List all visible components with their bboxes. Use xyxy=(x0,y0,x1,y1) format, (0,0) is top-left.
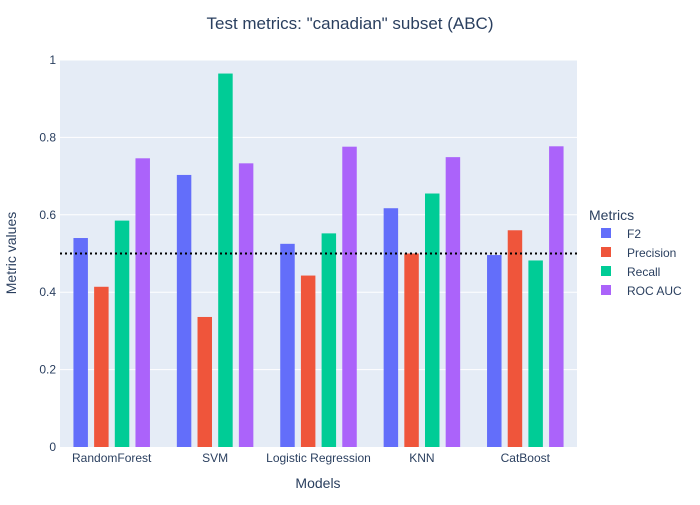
bar-f2 xyxy=(73,238,88,447)
bar-roc-auc xyxy=(342,146,357,448)
bar-precision xyxy=(197,316,212,447)
legend-label: F2 xyxy=(627,227,641,241)
bar-roc-auc xyxy=(445,157,461,447)
bar-precision xyxy=(404,253,419,447)
bar-f2 xyxy=(383,208,399,447)
x-tick-label: SVM xyxy=(202,451,228,465)
x-tick-label: KNN xyxy=(409,451,434,465)
legend-swatch xyxy=(601,228,611,238)
legend-label: ROC AUC xyxy=(627,284,682,298)
y-axis-label: Metric values xyxy=(3,212,19,294)
bar-recall xyxy=(425,193,440,447)
legend-title: Metrics xyxy=(589,207,634,223)
y-axis-ticks: 0 0.2 0.4 0.6 0.8 1 xyxy=(39,53,56,454)
y-tick-label: 1 xyxy=(49,53,56,67)
bar-precision xyxy=(507,230,523,447)
legend-swatch xyxy=(601,266,611,276)
bar-precision xyxy=(94,286,109,447)
bar-f2 xyxy=(487,255,502,447)
bar-f2 xyxy=(280,243,295,447)
legend-label: Precision xyxy=(627,246,676,260)
y-tick-label: 0.4 xyxy=(39,285,56,299)
bars xyxy=(73,73,564,448)
legend-label: Recall xyxy=(627,265,660,279)
legend-swatch xyxy=(601,285,611,295)
x-tick-label: RandomForest xyxy=(72,451,152,465)
x-axis-ticks: RandomForest SVM Logistic Regression KNN Cat… xyxy=(72,451,551,465)
bar-recall xyxy=(114,220,130,447)
bar-recall xyxy=(218,73,233,448)
x-tick-label: CatBoost xyxy=(501,451,551,465)
bar-precision xyxy=(300,275,316,447)
y-tick-label: 0.6 xyxy=(39,208,56,222)
x-axis-label: Models xyxy=(295,475,340,491)
bar-recall xyxy=(528,260,543,447)
bar-roc-auc xyxy=(238,163,254,448)
y-tick-label: 0.2 xyxy=(39,363,56,377)
bar-recall xyxy=(321,233,337,447)
y-tick-label: 0.8 xyxy=(39,130,56,144)
bar-roc-auc xyxy=(135,158,150,447)
x-tick-label: Logistic Regression xyxy=(266,451,371,465)
legend-swatch xyxy=(601,247,611,257)
bar-f2 xyxy=(176,174,192,447)
y-tick-label: 0 xyxy=(49,440,56,454)
chart-title: Test metrics: "canadian" subset (ABC) xyxy=(206,14,493,33)
legend: Metrics F2 Precision Recall ROC AUC xyxy=(589,207,682,298)
bar-roc-auc xyxy=(549,146,564,447)
